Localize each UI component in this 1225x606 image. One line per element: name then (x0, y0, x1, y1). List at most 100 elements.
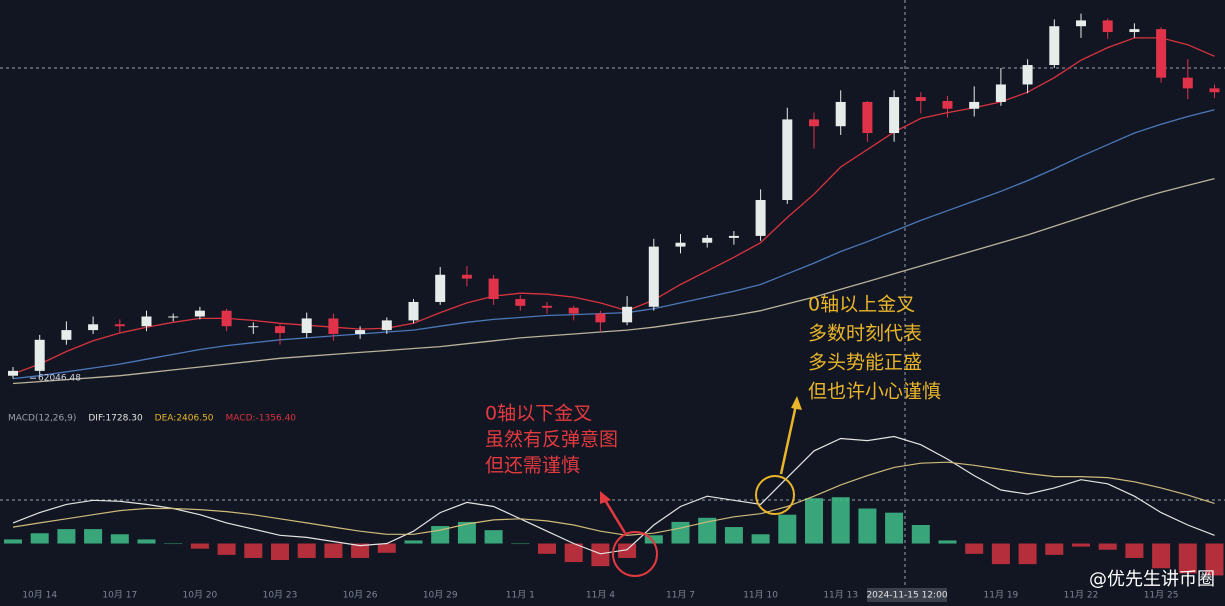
macd-bar (778, 514, 797, 544)
macd-bar (457, 521, 476, 544)
candle-body (61, 330, 72, 340)
candle-body (942, 100, 953, 109)
highlight-circle (612, 531, 658, 577)
macd-bar (324, 543, 343, 558)
macd-bar (858, 508, 877, 544)
arrow (779, 404, 798, 475)
candle-body (648, 246, 659, 307)
candle-body (248, 326, 259, 328)
macd-bar (110, 534, 129, 544)
candle-body (141, 316, 152, 327)
candle-body (515, 299, 526, 306)
macd-bar (30, 533, 49, 544)
legend-item: MACD(12,26,9) (8, 414, 76, 424)
crosshair-label-bg (867, 588, 947, 602)
candle-body (862, 101, 873, 134)
candle-body (1049, 26, 1060, 66)
macd-bar (831, 497, 850, 544)
macd-bar (164, 543, 183, 545)
macd-bar (271, 543, 289, 560)
annotation: 但也许小心谨慎 (808, 381, 941, 403)
macd-bar (991, 543, 1010, 565)
legend-item: DEA:2406.50 (155, 414, 214, 424)
macd-bar (911, 525, 930, 544)
candle-body (1022, 65, 1033, 85)
x-tick-label: 11月 13 (823, 590, 858, 601)
macd-bar (965, 543, 984, 554)
macd-bar (484, 530, 503, 544)
candle-body (408, 301, 419, 321)
candle-body (114, 324, 125, 327)
candle-body (702, 237, 713, 243)
highlight-circle (755, 475, 795, 515)
candle-body (835, 101, 846, 127)
crosshair-label: 2024-11-15 12:00 (866, 591, 947, 601)
annotation: 0轴以下金叉 (485, 403, 592, 425)
line (12, 37, 1215, 375)
candle-body (1129, 29, 1140, 33)
macd-bar (84, 529, 103, 544)
line (12, 461, 1215, 536)
candle-body (542, 305, 552, 308)
macd-bar (644, 535, 663, 544)
x-tick-label: 10月 29 (423, 590, 458, 601)
macd-bar (564, 543, 583, 563)
macd-bar (751, 534, 770, 544)
macd-bar (1152, 543, 1171, 569)
candle-body (595, 313, 606, 323)
macd-bar (698, 517, 717, 544)
candle-body (1156, 29, 1167, 78)
candle-body (301, 318, 312, 334)
macd-bar (57, 529, 76, 544)
candle-body (889, 97, 900, 134)
candle-body (1102, 20, 1113, 33)
macd-bar (351, 543, 370, 558)
macd-bar (885, 512, 904, 544)
x-tick-label: 10月 20 (183, 590, 218, 601)
candle-body (34, 339, 45, 371)
macd-bar (591, 543, 610, 567)
candle-body (221, 310, 232, 327)
low-label: 62046.48 (38, 374, 81, 384)
macd-bar (217, 543, 236, 555)
macd-bar (1045, 543, 1064, 555)
x-tick-label: 11月 22 (1064, 590, 1099, 601)
macd-bar (1178, 543, 1197, 574)
x-tick-label: 11月 25 (1144, 590, 1179, 601)
x-tick-label: 10月 14 (22, 590, 57, 601)
candle-body (675, 242, 686, 247)
macd-bar (244, 543, 263, 558)
x-tick-label: 11月 4 (586, 590, 615, 601)
macd-bar (4, 539, 22, 544)
candle-body (1209, 88, 1220, 93)
candle-body (8, 370, 18, 376)
candle-body (782, 119, 793, 200)
candle-body (622, 306, 633, 323)
candle-body (755, 200, 766, 236)
macd-bar (137, 539, 156, 544)
candle-body (809, 119, 819, 127)
macd-bar (805, 498, 823, 544)
arrow-head (600, 491, 611, 504)
macd-bar (377, 543, 396, 553)
candle-body (461, 274, 472, 279)
legend-item: MACD:-1356.40 (226, 414, 297, 424)
x-tick-label: 11月 1 (506, 590, 535, 601)
macd-bar (1018, 543, 1037, 565)
macd-bar (404, 540, 423, 544)
x-tick-label: 10月 17 (102, 590, 137, 601)
line (12, 109, 1215, 380)
macd-bar (1205, 543, 1224, 576)
candle-body (488, 278, 499, 300)
x-tick-label: 11月 19 (984, 590, 1019, 601)
candle-body (381, 320, 392, 331)
annotation: 多数时刻代表 (808, 323, 922, 345)
candle-body (275, 326, 285, 334)
candle-body (1182, 77, 1193, 89)
marks: 10月 14 10月 17 10月 20 10月 23 10月 26 10月 29 11月 … (4, 13, 1224, 601)
candle-body (328, 318, 339, 334)
x-tick-label: 10月 23 (263, 590, 298, 601)
